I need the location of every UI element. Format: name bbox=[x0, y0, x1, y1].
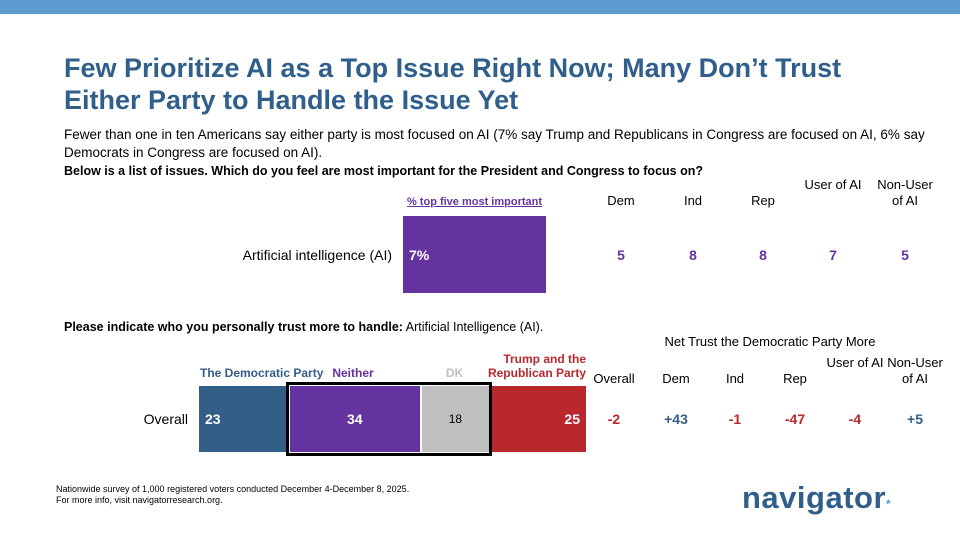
net-value: -47 bbox=[784, 411, 806, 427]
legend-neither: Neither bbox=[332, 366, 374, 380]
footer-line-2: For more info, visit navigatorresearch.o… bbox=[56, 495, 223, 505]
net-value: -1 bbox=[728, 411, 742, 427]
bar-segment-dk: 18 bbox=[421, 386, 490, 452]
bar-ai-label: 7% bbox=[409, 247, 430, 263]
subtitle: Fewer than one in ten Americans say eith… bbox=[64, 127, 925, 160]
segment-value: 23 bbox=[205, 411, 221, 427]
breakdown-header: User of AI bbox=[804, 177, 862, 192]
legend-dk: DK bbox=[445, 366, 464, 380]
logo-text: navigator bbox=[742, 480, 887, 515]
row-label-overall: Overall bbox=[143, 411, 188, 427]
neither-dk-outline bbox=[286, 382, 492, 456]
net-header: Ind bbox=[725, 371, 745, 386]
bar-segment-trump-and-the-republican-party: 25 bbox=[491, 386, 586, 452]
breakdown-header: Ind bbox=[683, 193, 703, 208]
segment-value: 18 bbox=[448, 412, 463, 426]
breakdown-header: Rep bbox=[751, 193, 775, 208]
breakdown-value: 8 bbox=[759, 247, 767, 263]
breakdown-header: Dem bbox=[607, 193, 635, 208]
footer-line-1: Nationwide survey of 1,000 registered vo… bbox=[56, 484, 410, 494]
breakdown-value: 7 bbox=[829, 247, 837, 263]
question-2-item: Artificial Intelligence (AI). bbox=[405, 320, 544, 334]
net-header: User of AI bbox=[826, 355, 884, 370]
question-1: Below is a list of issues. Which do you … bbox=[64, 164, 703, 178]
net-value: +43 bbox=[664, 411, 688, 427]
net-header: Rep bbox=[783, 371, 807, 386]
legend-republican: Trump and the Republican Party bbox=[487, 352, 586, 380]
breakdown-value: 8 bbox=[689, 247, 697, 263]
bar-segment-the-democratic-party: 23 bbox=[199, 386, 288, 452]
net-value: +5 bbox=[907, 411, 923, 427]
net-header: Dem bbox=[662, 371, 690, 386]
segment-value: 25 bbox=[564, 411, 580, 427]
breakdown-value: 5 bbox=[901, 247, 909, 263]
segment-value: 34 bbox=[347, 411, 363, 427]
navigator-logo: navigator* bbox=[742, 480, 892, 515]
net-header: Non-User of AI bbox=[887, 355, 943, 386]
question-2-bold: Please indicate who you personally trust… bbox=[64, 320, 403, 334]
footer: Nationwide survey of 1,000 registered vo… bbox=[56, 484, 409, 506]
category-label: Artificial intelligence (AI) bbox=[242, 247, 392, 263]
breakdown-header: Non-User of AI bbox=[877, 177, 933, 208]
bar-ai bbox=[403, 216, 546, 293]
net-value: -2 bbox=[607, 411, 621, 427]
question-2: Please indicate who you personally trust… bbox=[64, 320, 543, 334]
net-value: -4 bbox=[848, 411, 862, 427]
page-title: Few Prioritize AI as a Top Issue Right N… bbox=[64, 53, 842, 115]
breakdown-value: 5 bbox=[617, 247, 625, 263]
bar-segment-neither: 34 bbox=[290, 386, 420, 452]
legend-democratic: The Democratic Party bbox=[200, 366, 324, 380]
net-title: Net Trust the Democratic Party More bbox=[664, 334, 876, 349]
net-header: Overall bbox=[593, 371, 635, 386]
top-bar bbox=[0, 0, 960, 14]
series-label: % top five most important bbox=[406, 196, 543, 208]
